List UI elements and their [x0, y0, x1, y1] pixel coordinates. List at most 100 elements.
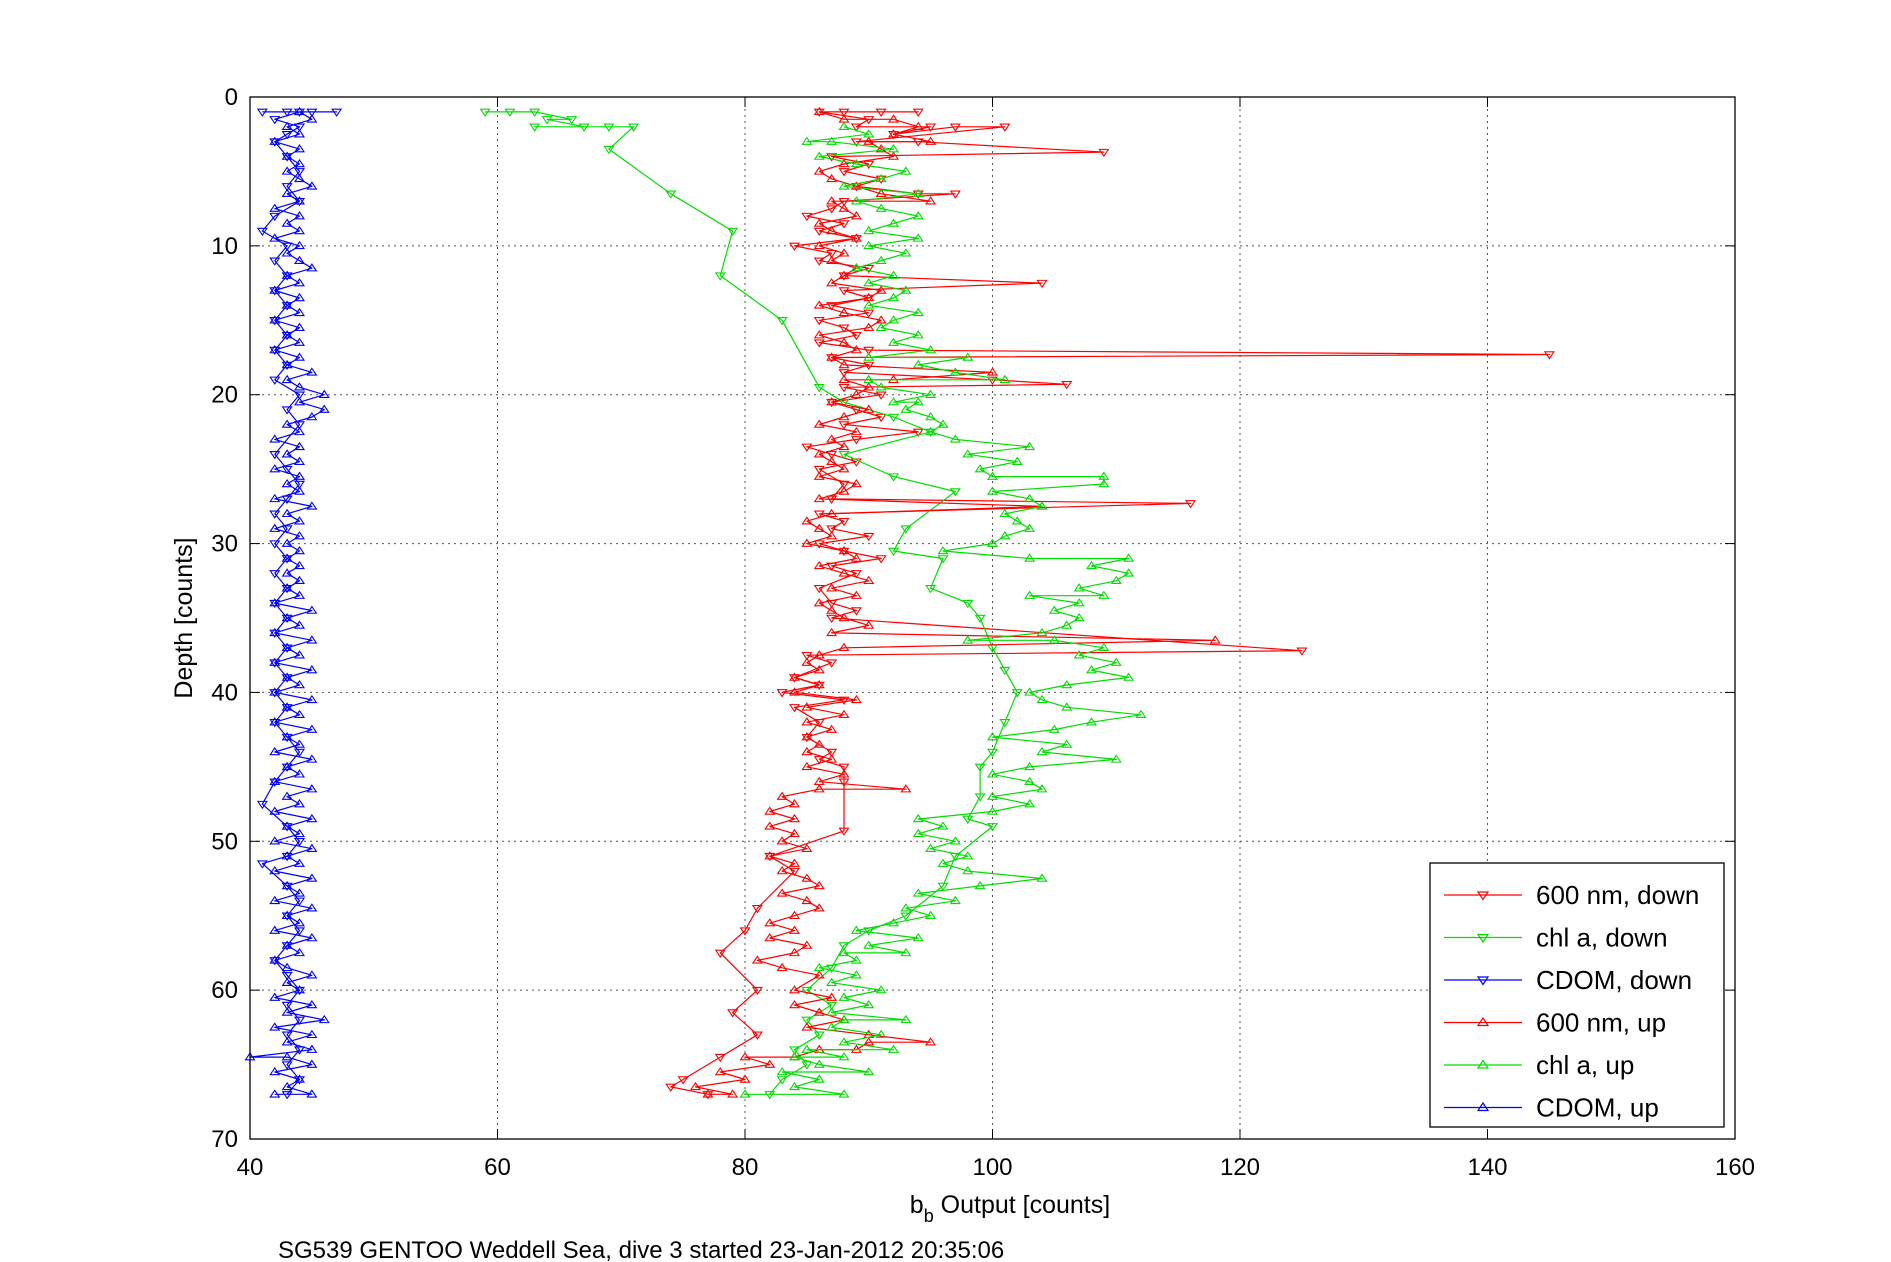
- data-point: [293, 985, 306, 994]
- data-point: [1098, 148, 1110, 158]
- data-point: [281, 218, 293, 227]
- data-point: [788, 242, 801, 251]
- legend-swatch-marker: [1476, 933, 1490, 944]
- data-point: [269, 285, 281, 294]
- data-point: [986, 791, 999, 800]
- data-point: [281, 359, 293, 369]
- data-point: [293, 456, 306, 465]
- data-point: [986, 823, 999, 832]
- data-point: [826, 456, 838, 465]
- data-point: [269, 434, 281, 443]
- data-point: [281, 910, 293, 919]
- data-point: [999, 374, 1011, 384]
- data-point: [986, 538, 999, 547]
- data-point: [281, 553, 293, 562]
- data-point: [306, 1059, 318, 1068]
- data-point: [838, 441, 850, 451]
- data-point: [813, 330, 825, 339]
- data-point: [776, 1076, 788, 1085]
- data-point: [1011, 516, 1023, 525]
- data-point: [900, 248, 912, 257]
- data-point: [937, 821, 949, 830]
- data-point: [801, 651, 813, 661]
- data-point: [788, 858, 801, 867]
- data-point: [293, 709, 306, 719]
- data-point: [281, 644, 293, 653]
- data-point: [826, 153, 838, 162]
- x-tick-label: 60: [484, 1154, 511, 1181]
- data-point: [306, 694, 318, 704]
- legend-swatch-marker: [1476, 891, 1490, 901]
- data-point: [269, 717, 281, 726]
- data-point: [962, 815, 974, 824]
- x-tick-label: 160: [1715, 1154, 1755, 1181]
- series-chl-a-up: [739, 121, 1147, 1098]
- data-point: [813, 650, 825, 659]
- data-point: [281, 555, 293, 564]
- data-point: [1085, 665, 1098, 674]
- data-point: [306, 114, 318, 123]
- data-point: [838, 203, 850, 212]
- data-point: [813, 784, 825, 793]
- data-point: [838, 1052, 850, 1061]
- data-point: [999, 123, 1011, 132]
- data-point: [293, 168, 306, 177]
- data-point: [838, 992, 850, 1001]
- data-point: [962, 352, 974, 361]
- data-point: [256, 108, 268, 117]
- data-point: [925, 1037, 937, 1046]
- data-point: [1024, 493, 1036, 503]
- data-point: [293, 240, 306, 250]
- data-point: [293, 679, 306, 689]
- data-point: [318, 1014, 330, 1024]
- data-point: [293, 421, 306, 430]
- data-point: [1098, 590, 1110, 599]
- data-point: [925, 412, 937, 421]
- data-point: [269, 493, 281, 503]
- data-point: [900, 1014, 912, 1024]
- data-point: [269, 598, 281, 607]
- data-point: [875, 108, 887, 117]
- data-point: [813, 1074, 825, 1083]
- data-point: [269, 510, 281, 519]
- data-point: [603, 145, 615, 155]
- data-point: [887, 374, 900, 384]
- data-point: [900, 285, 912, 294]
- data-point: [281, 972, 293, 981]
- data-point: [1036, 279, 1048, 289]
- data-point: [1024, 799, 1036, 808]
- data-point: [850, 478, 862, 488]
- data-point: [900, 166, 912, 175]
- data-point: [293, 471, 306, 480]
- data-point: [293, 531, 306, 540]
- x-axis-label: bb Output [counts]: [910, 1191, 1110, 1226]
- data-point: [801, 717, 813, 726]
- data-point: [850, 211, 862, 220]
- data-point: [887, 397, 900, 406]
- data-point: [850, 925, 862, 934]
- data-point: [863, 240, 875, 250]
- data-point: [776, 317, 788, 326]
- data-point: [863, 160, 875, 170]
- data-point: [306, 108, 318, 117]
- data-point: [293, 590, 306, 599]
- y-tick-label: 70: [211, 1126, 238, 1153]
- data-point: [850, 694, 862, 704]
- legend-entry-600-nm-down: 600 nm, down: [1444, 880, 1699, 910]
- x-tick-label: 120: [1220, 1154, 1260, 1181]
- data-point: [256, 800, 268, 810]
- data-point: [306, 873, 318, 882]
- data-point: [887, 129, 900, 138]
- data-point: [813, 1007, 825, 1016]
- data-point: [826, 754, 838, 763]
- data-point: [912, 888, 924, 897]
- data-point: [962, 449, 974, 458]
- data-point: [306, 1089, 318, 1098]
- data-point: [306, 784, 318, 793]
- data-point: [269, 1089, 281, 1098]
- data-point: [788, 1046, 801, 1055]
- data-point: [306, 813, 318, 823]
- data-point: [826, 205, 838, 214]
- data-point: [306, 903, 318, 912]
- data-point: [813, 970, 825, 979]
